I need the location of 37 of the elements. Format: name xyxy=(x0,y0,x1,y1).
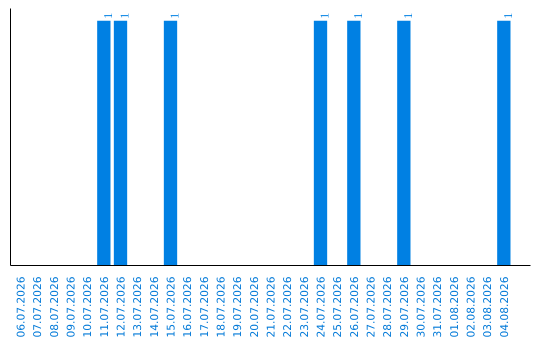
x-tick-label: 28.07.2026 xyxy=(381,276,394,338)
x-tick-label: 22.07.2026 xyxy=(281,276,294,338)
x-tick-label: 18.07.2026 xyxy=(214,276,228,338)
x-tick-label: 19.07.2026 xyxy=(231,276,244,338)
x-tick-label: 06.07.2026 xyxy=(14,276,28,338)
x-tick-label: 01.08.2026 xyxy=(448,276,461,338)
data-label: 1 xyxy=(350,12,365,19)
x-tick-label: 07.07.2026 xyxy=(31,276,44,338)
x-tick-label: 14.07.2026 xyxy=(148,276,161,338)
x-tick-label: 13.07.2026 xyxy=(131,276,144,338)
x-tick-label: 09.07.2026 xyxy=(64,276,78,338)
x-tick-label: 27.07.2026 xyxy=(364,276,378,338)
x-tick-label: 04.08.2026 xyxy=(498,276,511,338)
data-label: 1 xyxy=(318,12,332,19)
x-tick-label: 08.07.2026 xyxy=(48,276,61,338)
x-tick-label: 31.07.2026 xyxy=(431,276,444,338)
data-label: 1 xyxy=(118,12,132,19)
x-tick-label: 29.07.2026 xyxy=(398,276,411,338)
x-tick-label: 24.07.2026 xyxy=(314,276,328,338)
data-label: 1 xyxy=(168,12,182,19)
x-tick-label: 23.07.2026 xyxy=(298,276,311,338)
x-tick-label: 02.08.2026 xyxy=(464,276,478,338)
x-tick-label: 03.08.2026 xyxy=(481,276,494,338)
x-tick-label: 17.07.2026 xyxy=(198,276,211,338)
data-label: 1 xyxy=(500,12,515,19)
x-tick-label: 16.07.2026 xyxy=(181,276,194,338)
x-tick-label: 12.07.2026 xyxy=(114,276,128,338)
x-tick-label: 20.07.2026 xyxy=(248,276,261,338)
x-tick-label: 15.07.2026 xyxy=(164,276,178,338)
data-label: 1 xyxy=(400,12,415,19)
data-label: 1 xyxy=(100,12,115,19)
x-tick-label: 21.07.2026 xyxy=(264,276,278,338)
x-tick-label: 11.07.2026 xyxy=(98,276,111,338)
x-tick-label: 25.07.2026 xyxy=(331,276,344,338)
x-tick-label: 26.07.2026 xyxy=(348,276,361,338)
x-tick-label: 10.07.2026 xyxy=(81,276,94,338)
x-tick-label: 30.07.2026 xyxy=(414,276,428,338)
